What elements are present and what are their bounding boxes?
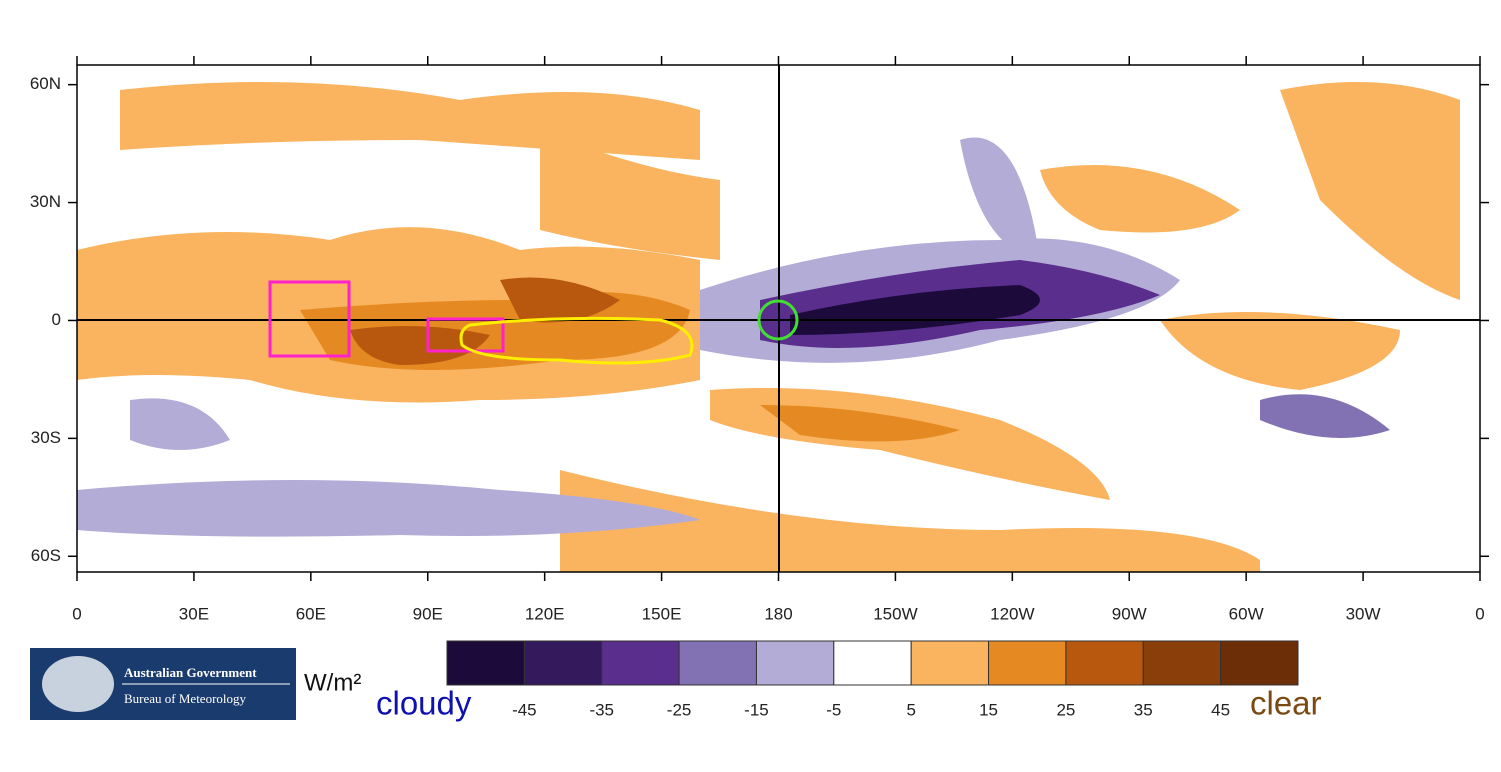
y-tick-label: 0 (52, 310, 61, 329)
colorbar-swatch (601, 640, 680, 686)
clear-label: clear (1250, 685, 1322, 722)
logo-line2: Bureau of Meteorology (124, 691, 247, 706)
x-tick-label: 150E (642, 604, 682, 623)
y-tick-label: 30S (31, 428, 61, 447)
colorbar-label: -5 (826, 700, 841, 719)
region-box (426, 317, 505, 353)
x-tick-label: 150W (873, 604, 917, 623)
x-tick-label: 120W (990, 604, 1034, 623)
y-tick-label: 60S (31, 546, 61, 565)
colorbar-label: -45 (512, 700, 537, 719)
logo: Australian Government Bureau of Meteorol… (30, 648, 296, 720)
colorbar-swatch (1142, 640, 1222, 686)
x-tick-label: 0 (72, 604, 81, 623)
colorbar-swatch (755, 640, 835, 686)
logo-line1: Australian Government (124, 665, 257, 680)
cloudy-label: cloudy (376, 685, 472, 722)
colorbar-label: 45 (1211, 700, 1230, 719)
colorbar-swatch (1065, 640, 1144, 686)
colorbar-label: -25 (667, 700, 692, 719)
x-tick-label: 90W (1112, 604, 1147, 623)
y-tick-label: 60N (30, 74, 61, 93)
colorbar-label: -35 (589, 700, 614, 719)
unit-label: W/m² (304, 669, 361, 696)
colorbar-swatch (446, 640, 525, 686)
colorbar-label: 5 (906, 700, 915, 719)
region-circle (757, 299, 799, 341)
colorbar-swatch (910, 640, 990, 686)
x-tick-label: 60W (1229, 604, 1264, 623)
x-tick-label: 90E (413, 604, 443, 623)
y-tick-label: 30N (30, 192, 61, 211)
colorbar-swatch (988, 640, 1067, 686)
colorbar-swatch (678, 640, 757, 686)
colorbar-label: -15 (744, 700, 769, 719)
x-tick-label: 0 (1475, 604, 1484, 623)
colorbar-swatch (1220, 640, 1299, 686)
region-box (268, 280, 351, 358)
x-tick-label: 60E (296, 604, 326, 623)
x-tick-label: 120E (525, 604, 565, 623)
region-outline (459, 316, 694, 365)
colorbar-swatch (523, 640, 603, 686)
colorbar-label: 15 (979, 700, 998, 719)
x-tick-label: 30E (179, 604, 209, 623)
colorbar-label: 35 (1134, 700, 1153, 719)
x-tick-label: 30W (1346, 604, 1381, 623)
x-tick-label: 180 (764, 604, 792, 623)
colorbar-swatch (833, 640, 912, 686)
colorbar-label: 25 (1056, 700, 1075, 719)
